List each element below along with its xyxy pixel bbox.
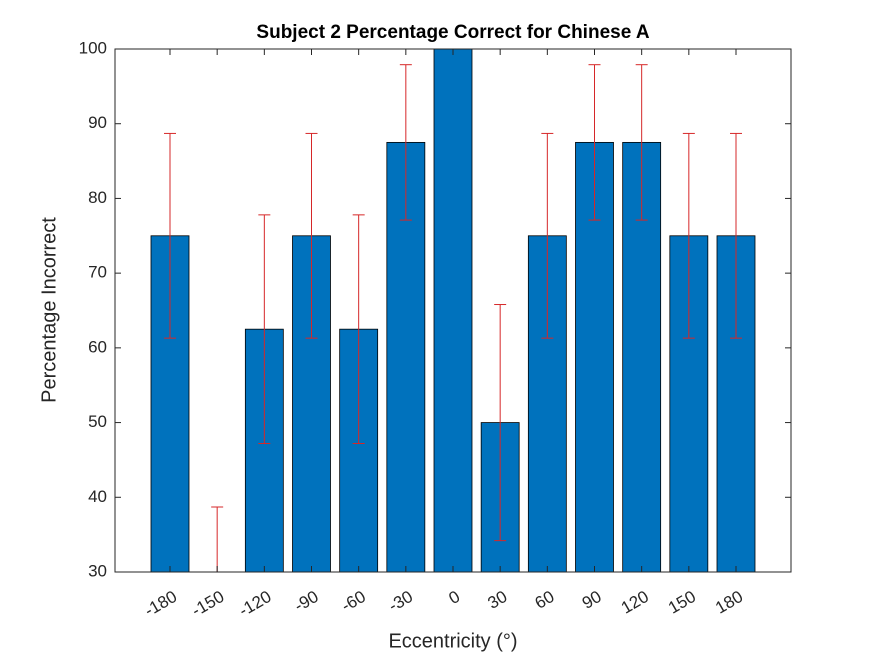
x-axis-label: Eccentricity (°) <box>388 630 517 652</box>
error-bar <box>730 132 742 339</box>
error-bar <box>399 64 412 221</box>
y-axis-label: Percentage Incorrect <box>38 217 60 403</box>
bar <box>433 49 473 572</box>
error-bar <box>211 506 224 572</box>
error-bar <box>682 132 695 339</box>
y-tick-label: 60 <box>88 337 107 356</box>
error-bar <box>352 214 365 444</box>
chart-title: Subject 2 Percentage Correct for Chinese… <box>256 22 649 43</box>
error-bar <box>494 304 507 542</box>
error-bar <box>635 64 648 221</box>
y-tick-label: 100 <box>79 38 107 57</box>
error-bar <box>305 132 318 339</box>
y-tick-label: 40 <box>88 487 107 506</box>
bar <box>386 141 426 572</box>
y-tick-label: 50 <box>88 412 107 431</box>
error-bar <box>588 64 601 221</box>
error-bar <box>164 132 176 339</box>
error-bar <box>258 214 271 444</box>
y-tick-label: 70 <box>88 263 107 282</box>
y-tick-label: 80 <box>88 188 107 207</box>
plot-area <box>150 49 756 572</box>
y-tick-label: 90 <box>88 113 107 132</box>
y-tick-label: 30 <box>88 561 107 580</box>
error-bar <box>541 132 554 339</box>
